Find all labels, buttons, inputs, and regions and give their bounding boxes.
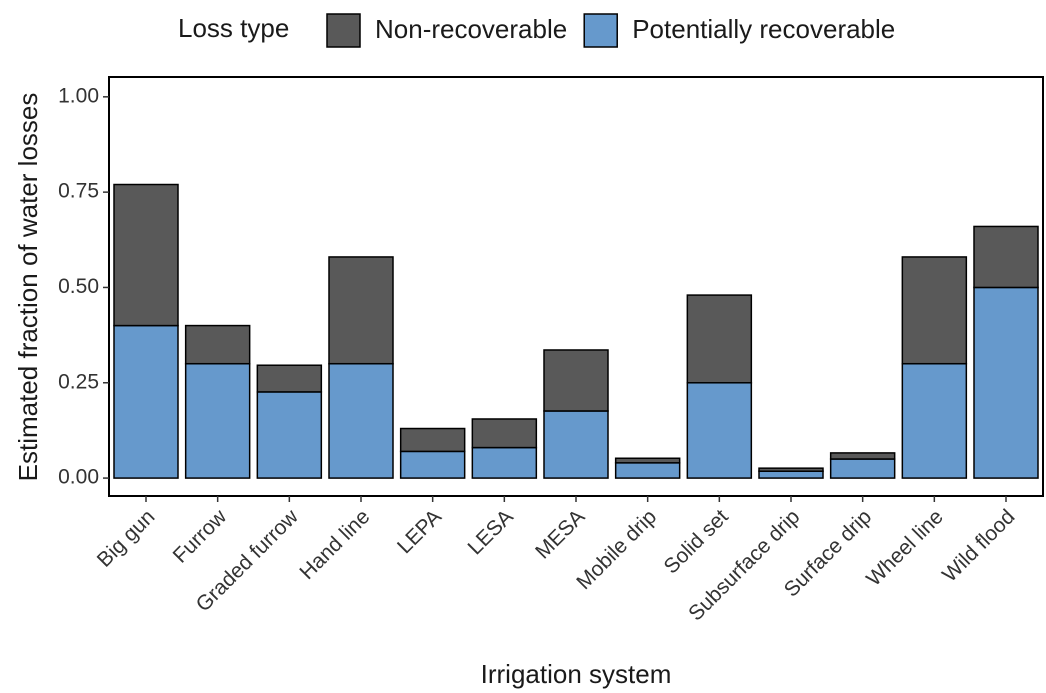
bar-segment xyxy=(686,294,753,384)
legend-swatch xyxy=(583,13,618,48)
y-tick-label: 0.75 xyxy=(58,180,99,203)
bar-segment xyxy=(901,362,968,479)
bar-segment xyxy=(113,183,179,327)
bar-segment xyxy=(973,286,1039,479)
y-tick-label: 1.00 xyxy=(58,84,99,107)
bar-segment xyxy=(184,362,251,479)
bar-segment xyxy=(973,225,1039,289)
x-tick-label: Big gun xyxy=(93,505,160,572)
bar-segment xyxy=(328,256,394,365)
x-tick-label: MESA xyxy=(531,505,589,563)
x-tick-label: LEPA xyxy=(393,505,446,558)
x-tick-label: Furrow xyxy=(169,505,232,568)
bar-segment xyxy=(758,467,824,472)
legend-label: Potentially recoverable xyxy=(632,14,895,44)
bar-segment xyxy=(399,427,466,453)
bar-segment xyxy=(614,457,681,464)
bar-segment xyxy=(256,391,323,479)
bar-segment xyxy=(399,450,466,479)
x-tick-label: Solid set xyxy=(660,505,733,578)
bar-segment xyxy=(256,364,323,393)
bar-segment xyxy=(184,324,251,365)
bar-segment xyxy=(113,324,179,479)
bar-segment xyxy=(543,349,609,412)
bar-segment xyxy=(829,458,896,479)
y-tick-label: 0.25 xyxy=(58,370,99,393)
bar-segment xyxy=(471,418,538,449)
bar-segment xyxy=(471,446,538,479)
bar-segment xyxy=(543,410,609,479)
bar-segment xyxy=(614,462,681,479)
y-axis-title: Estimated fraction of water losses xyxy=(13,93,43,482)
bar-segment xyxy=(686,382,753,479)
legend-title: Loss type xyxy=(178,13,289,43)
legend-label: Non-recoverable xyxy=(375,14,567,44)
bar-segment xyxy=(328,362,394,479)
y-tick-label: 0.00 xyxy=(58,466,99,489)
bar-segment xyxy=(901,256,968,365)
x-tick-label: LESA xyxy=(464,505,518,559)
x-tick-label: Hand line xyxy=(295,505,374,584)
y-tick-label: 0.50 xyxy=(58,275,99,298)
legend-swatch xyxy=(326,13,361,48)
x-tick-label: Wild flood xyxy=(938,505,1019,586)
bar-segment xyxy=(758,470,824,479)
x-tick-label: Wheel line xyxy=(862,505,948,591)
x-axis-title: Irrigation system xyxy=(481,659,672,689)
bar-segment xyxy=(829,452,896,460)
